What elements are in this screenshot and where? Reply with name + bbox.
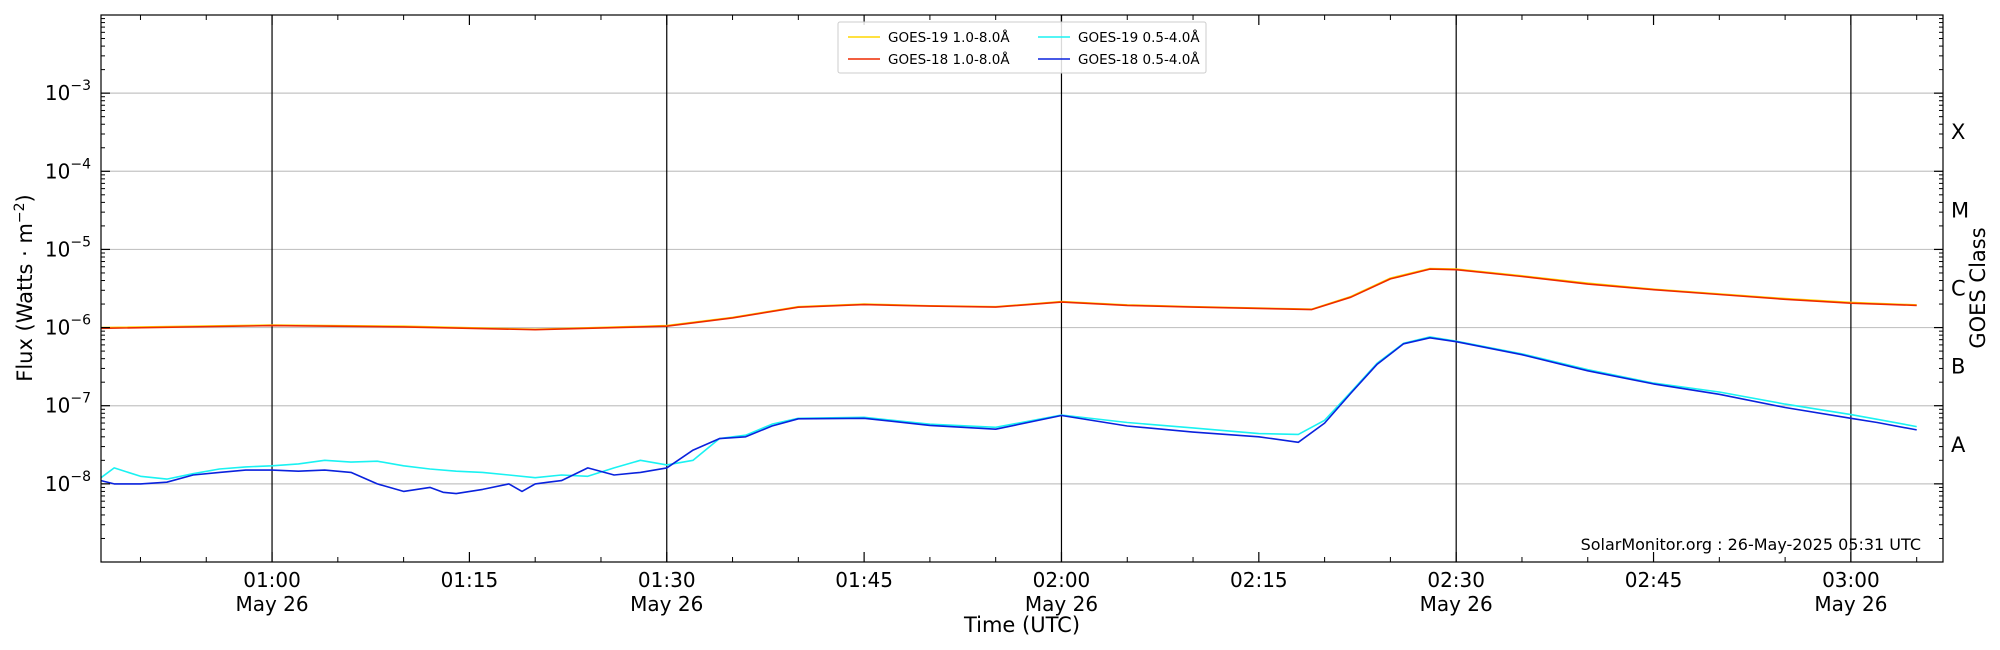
x-tick-date-label: May 26	[630, 592, 703, 616]
x-tick-label: 01:30	[638, 568, 696, 592]
goes-class-a: A	[1951, 433, 1966, 457]
x-tick-label: 01:15	[441, 568, 499, 592]
series-line-3	[100, 336, 1917, 480]
series-line-4	[100, 337, 1917, 495]
x-tick-label: 03:00	[1822, 568, 1880, 592]
x-tick-date-label: May 26	[1814, 592, 1887, 616]
x-tick-date-label: May 26	[1420, 592, 1493, 616]
y-tick-label: 10−8	[45, 469, 91, 496]
x-tick-label: 02:00	[1033, 568, 1091, 592]
grid-layer	[101, 92, 1943, 485]
y-tick-label: 10−3	[45, 78, 91, 105]
goes-class-b: B	[1951, 355, 1965, 379]
y-tick-label: 10−7	[45, 391, 91, 418]
watermark: SolarMonitor.org : 26-May-2025 05:31 UTC	[1581, 535, 1921, 554]
x-tick-label: 02:30	[1427, 568, 1485, 592]
tick-layer	[101, 15, 1943, 562]
series-line-1	[100, 267, 1917, 331]
y-tick-label: 10−4	[45, 156, 91, 183]
x-axis-label: Time (UTC)	[963, 613, 1080, 637]
x-tick-date-label: May 26	[1025, 592, 1098, 616]
legend-label-3: GOES-19 0.5-4.0Å	[1078, 29, 1200, 46]
x-tick-date-label: May 26	[235, 592, 308, 616]
goes-class-c: C	[1951, 277, 1966, 301]
right-axis-label: GOES Class	[1966, 227, 1990, 348]
legend-frame	[837, 21, 1207, 74]
goes-class-labels: A B C M X	[1951, 120, 1969, 457]
series-layer	[100, 267, 1917, 495]
series-line-2	[100, 268, 1917, 331]
plot-frame	[100, 14, 1944, 563]
goes-class-x: X	[1951, 120, 1965, 144]
y-tick-label: 10−5	[45, 234, 91, 261]
x-tick-label: 01:45	[835, 568, 893, 592]
legend-label-4: GOES-18 0.5-4.0Å	[1078, 51, 1200, 68]
day-boundary-lines	[271, 15, 1852, 562]
y-tick-labels: 10−8 10−7 10−6 10−5 10−4 10−3	[45, 78, 91, 496]
legend-label-1: GOES-19 1.0-8.0Å	[888, 29, 1010, 46]
x-tick-label: 02:15	[1230, 568, 1288, 592]
legend-label-2: GOES-18 1.0-8.0Å	[888, 51, 1010, 68]
y-axis-label: Flux (Watts · m−2)	[12, 194, 37, 382]
x-tick-label: 02:45	[1625, 568, 1683, 592]
y-tick-label: 10−6	[45, 313, 91, 340]
legend: GOES-19 1.0-8.0Å GOES-18 1.0-8.0Å GOES-19 …	[837, 21, 1207, 74]
goes-class-m: M	[1951, 198, 1969, 222]
x-tick-label: 01:00	[243, 568, 301, 592]
